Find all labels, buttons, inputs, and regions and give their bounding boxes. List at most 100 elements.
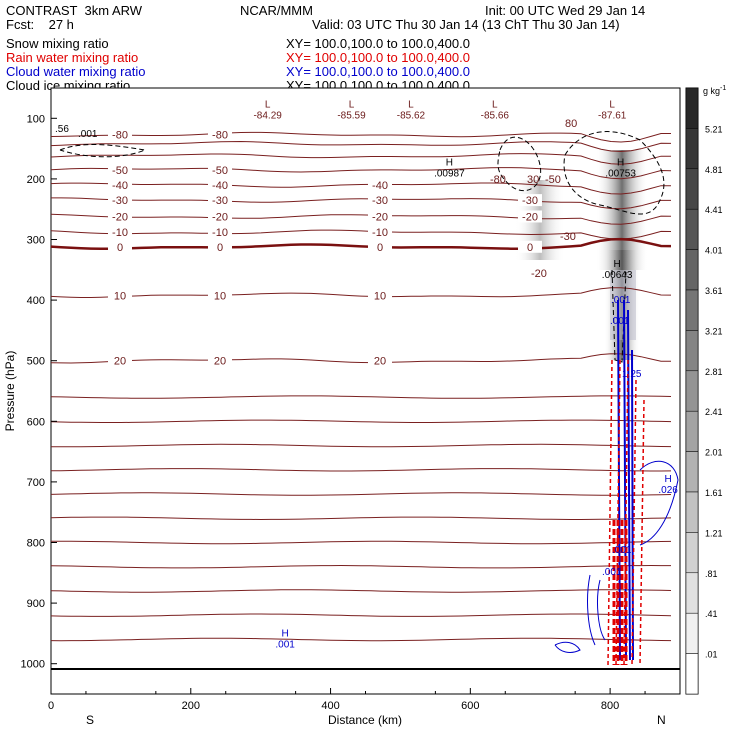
isotherm-line	[51, 237, 672, 250]
isotherm-label-bg	[208, 178, 232, 191]
isotherm-label-bg	[518, 210, 542, 223]
isotherm-line-lower	[51, 468, 672, 472]
colorbar-label: 2.41	[705, 407, 723, 417]
init-time: Init: 00 UTC Wed 29 Jan 14	[485, 3, 646, 18]
extremum-kind: H	[617, 158, 624, 169]
isotherm-label-bg	[108, 163, 132, 176]
isotherm-label: 0	[377, 242, 383, 254]
isotherm-label: -20	[212, 211, 228, 223]
isotherm-label-bg	[518, 194, 542, 207]
extremum-value: .00753	[605, 169, 636, 180]
cloud-water-contour-west	[587, 574, 606, 646]
isotherm-label-bg	[108, 178, 132, 191]
isotherm-label-bg	[208, 128, 232, 141]
field-cloudwater-xy: XY= 100.0,100.0 to 100.0,400.0	[286, 64, 470, 79]
isotherm-label-bg	[208, 226, 232, 239]
extremum-value: -84.29	[253, 110, 282, 121]
isotherm-line	[51, 182, 672, 195]
extremum-value: .00643	[602, 270, 633, 281]
isotherm-line-lower	[51, 637, 672, 642]
colorbar-unit: g kg-1	[703, 85, 726, 96]
colorbar-cell	[685, 249, 699, 291]
isotherm-label: -80	[112, 130, 128, 142]
isotherm-label: 20	[114, 356, 126, 368]
contour-label: -20	[531, 268, 547, 280]
colorbar-cell	[685, 128, 699, 170]
colorbar-cell	[685, 208, 699, 250]
colorbar-unit-exp: -1	[720, 85, 726, 92]
x-axis: 0 200 400 600 800	[48, 688, 646, 712]
isotherm-label: -10	[112, 227, 128, 239]
cloud-water-contour-east	[639, 460, 679, 546]
isotherm-label-bg	[208, 289, 232, 302]
isotherm-label-bg	[368, 226, 392, 239]
y-tick-label: 300	[27, 235, 45, 247]
isotherm-label: -40	[112, 180, 128, 192]
field-rain-label: Rain water mixing ratio	[6, 50, 139, 65]
isotherm-label: -20	[522, 211, 538, 223]
colorbar-cell	[685, 87, 699, 129]
isotherm-line-lower	[51, 540, 672, 545]
y-tick-label: 700	[27, 477, 45, 489]
isotherm-line	[51, 353, 672, 364]
cloud-ice-contour-east	[563, 131, 665, 215]
isotherm-label-bg	[208, 194, 232, 207]
y-tick-label: 600	[27, 416, 45, 428]
isotherm-line-lower	[51, 589, 672, 593]
colorbar-labels: 5.21 4.81 4.41 4.01 3.61 3.21 2.81 2.41 2.01 1.61…	[705, 124, 723, 659]
colorbar: g kg-1 5.21 4.81 4.41 4.01 3.61 3.21 2.81 2.41 2…	[685, 85, 726, 695]
colorbar-label: 4.81	[705, 165, 723, 175]
y-tick-label: 800	[27, 538, 45, 550]
plot-frame	[50, 87, 681, 695]
isotherm-line	[51, 213, 672, 225]
y-tick-label: 100	[27, 113, 45, 125]
isotherm-label-bg	[108, 194, 132, 207]
extremum-value: -87.61	[598, 110, 627, 121]
isotherm-label: -30	[372, 195, 388, 207]
other-contour-labels: .56 .001 80 -80 30 -50 -30 -20 .001 1.25 .001 .001.…	[55, 118, 642, 578]
model-title: CONTRAST 3km ARW	[6, 3, 143, 18]
x-end-label-south: S	[86, 713, 94, 727]
colorbar-label: 1.21	[705, 528, 723, 538]
colorbar-cell	[685, 330, 699, 372]
colorbar-label: 3.21	[705, 326, 723, 336]
contour-label: .56	[55, 124, 69, 135]
x-end-label-north: N	[657, 713, 666, 727]
colorbar-label: 5.21	[705, 124, 723, 134]
colorbar-label: 2.81	[705, 367, 723, 377]
isotherm-label: 10	[114, 290, 126, 302]
valid-time: Valid: 03 UTC Thu 30 Jan 14 (13 ChT Thu …	[312, 17, 620, 32]
isotherm-label-bg	[108, 354, 132, 367]
isotherm-line-lower	[51, 564, 671, 569]
extremum-value: -85.62	[397, 110, 426, 121]
isotherm-label: 20	[214, 356, 226, 368]
isotherm-line	[51, 287, 672, 298]
isotherm-label: -50	[112, 165, 128, 177]
org-label: NCAR/MMM	[240, 3, 313, 18]
y-tick-label: 500	[27, 356, 45, 368]
extremum-kind: L	[492, 99, 498, 110]
colorbar-label: .41	[705, 609, 718, 619]
y-tick-label: 200	[27, 174, 45, 186]
cloud-water-contour-low	[554, 641, 581, 653]
extremum-kind: L	[609, 99, 615, 110]
contour-label: .001	[612, 545, 632, 556]
isotherm-label: -50	[212, 165, 228, 177]
field-snow-xy: XY= 100.0,100.0 to 100.0,400.0	[286, 36, 470, 51]
colorbar-label: 4.41	[705, 205, 723, 215]
colorbar-cell	[685, 451, 699, 493]
isotherm-line	[51, 197, 671, 210]
x-tick-label: 400	[321, 700, 339, 712]
isotherm-label: 10	[374, 290, 386, 302]
isotherm-label-bg	[108, 226, 132, 239]
isotherm-label-bg	[518, 240, 542, 253]
contour-label: .001	[611, 295, 631, 306]
isotherm-label-bg	[368, 210, 392, 223]
colorbar-label: .01	[705, 650, 718, 660]
colorbar-cells	[685, 87, 699, 695]
isotherm-line	[51, 153, 672, 165]
colorbar-cell	[685, 532, 699, 574]
isotherm-line-lower	[51, 419, 672, 423]
colorbar-unit-text: g kg	[703, 86, 720, 96]
